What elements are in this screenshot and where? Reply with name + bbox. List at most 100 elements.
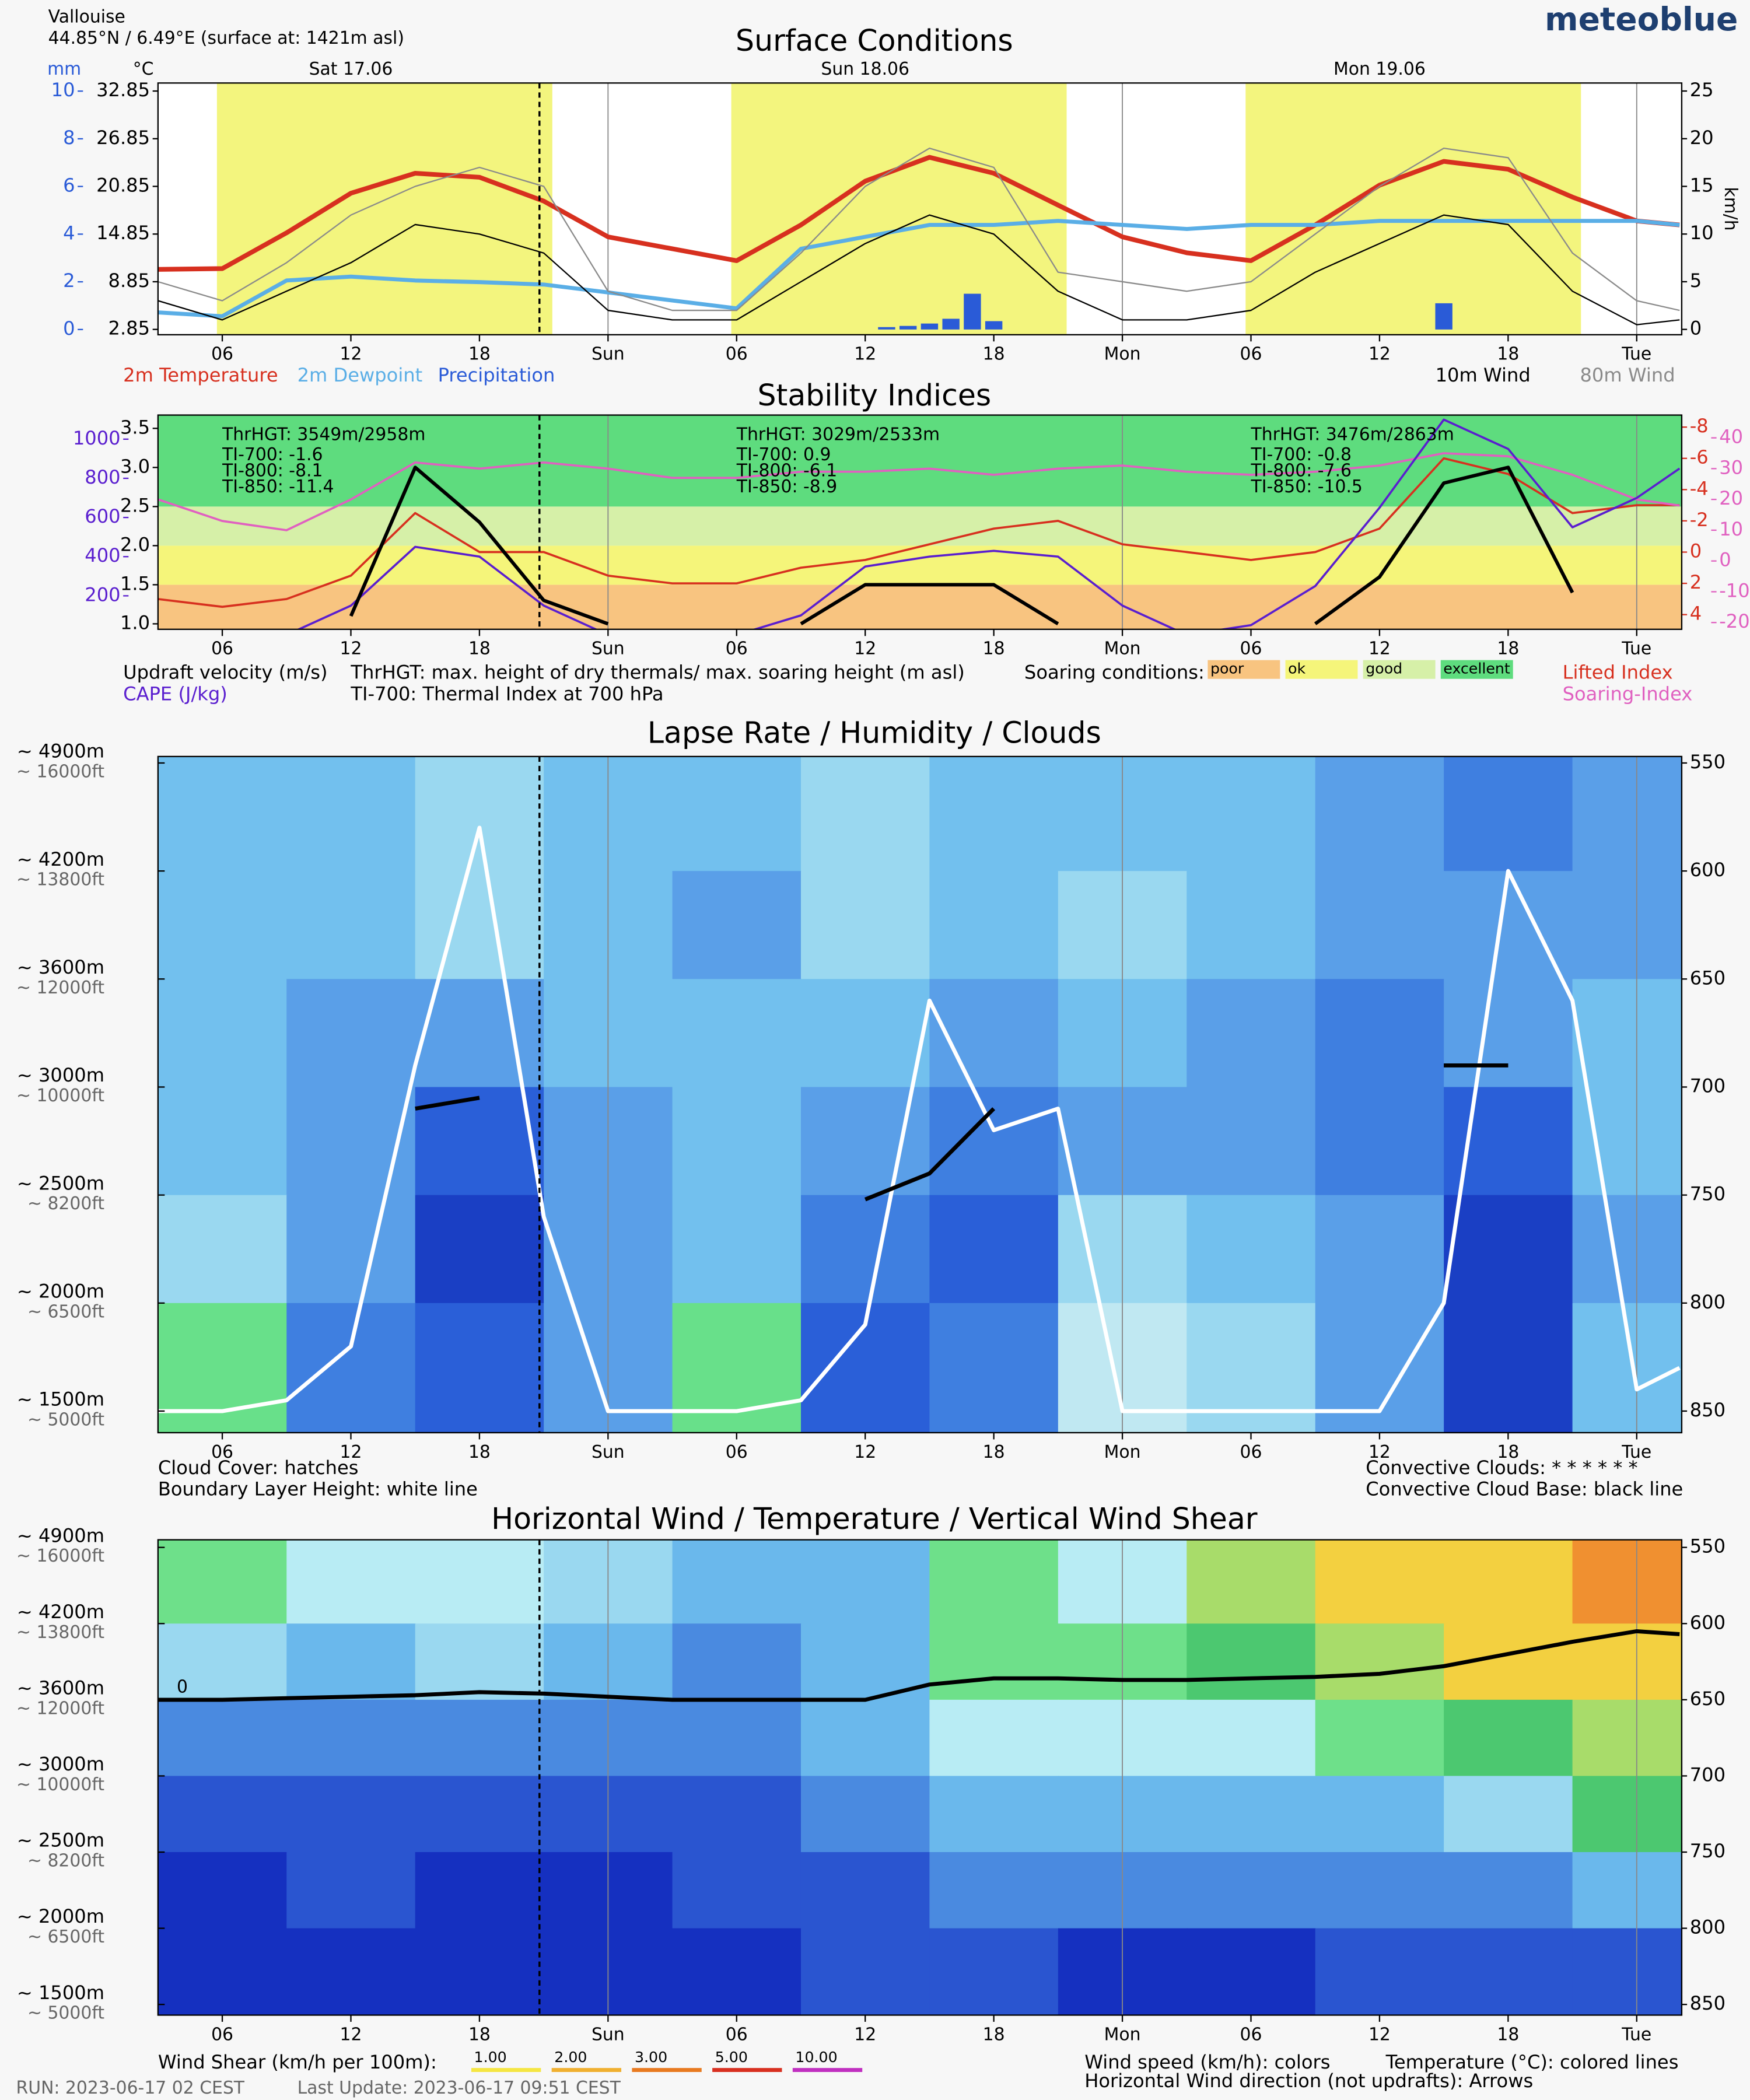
heatmap-cell: [1572, 1699, 1682, 1777]
y-tick-label: 20: [1690, 127, 1714, 149]
legend-entry: Soaring-Index: [1563, 682, 1693, 705]
y-tick-label: 0: [63, 317, 75, 340]
x-tick-label: Sun: [592, 1442, 625, 1462]
brand: meteoblue: [1545, 1, 1738, 38]
y-tick-label: 25: [1690, 79, 1714, 101]
heatmap-cell: [672, 1539, 802, 1625]
legend-entry: Precipitation: [438, 364, 555, 386]
x-tick-label: 18: [1497, 639, 1519, 659]
note: Wind speed (km/h): colors: [1084, 2051, 1330, 2073]
thermal-note: ThrHGT: 3029m/2533m: [736, 424, 940, 444]
x-tick-label: 18: [1497, 1442, 1519, 1462]
x-tick-label: Tue: [1621, 1442, 1651, 1462]
x-tick-label: 18: [468, 2024, 491, 2045]
heatmap-cell: [800, 756, 930, 872]
altitude-m-label: ~ 4200m: [17, 848, 104, 870]
heatmap-cell: [158, 1776, 288, 1853]
precipitation-bar: [985, 321, 1003, 330]
heatmap-cell: [415, 756, 545, 872]
heatmap-cell: [1444, 1539, 1573, 1625]
altitude-m-label: ~ 4200m: [17, 1601, 104, 1623]
heatmap-cell: [286, 871, 416, 980]
heatmap-cell: [1186, 1539, 1316, 1625]
heatmap-cell: [415, 871, 545, 980]
heatmap-cell: [672, 1928, 802, 2015]
heatmap-cell: [415, 1699, 545, 1777]
x-tick-label: Tue: [1621, 639, 1651, 659]
y-tick-label: 5: [1690, 270, 1702, 292]
x-tick-label: 12: [1368, 639, 1391, 659]
y-tick-label: 850: [1690, 1992, 1726, 2014]
y-tick-label: 1.0: [120, 611, 150, 634]
legend-entry: 2m Temperature: [123, 364, 278, 386]
x-tick-label: Tue: [1621, 2024, 1651, 2045]
heatmap-cell: [158, 1852, 288, 1929]
heatmap-cell: [1444, 1195, 1573, 1304]
heatmap-cell: [415, 1623, 545, 1701]
heatmap-cell: [929, 756, 1059, 872]
x-tick-label: Sun: [592, 639, 625, 659]
x-tick-label: Mon: [1104, 344, 1141, 365]
soaring-band: [158, 415, 1682, 507]
y-tick-label: -6: [1690, 446, 1709, 468]
heatmap-cell: [672, 1699, 802, 1777]
series-line: [158, 1629, 1680, 1702]
altitude-m-label: ~ 1500m: [17, 1982, 104, 2004]
heatmap-cell: [672, 1195, 802, 1304]
heatmap-cell: [1186, 871, 1316, 980]
heatmap-cell: [672, 1852, 802, 1929]
plot-area: [158, 415, 1682, 629]
shear-legend-label: 1.00: [474, 2049, 507, 2066]
x-tick-label: 12: [340, 639, 362, 659]
heatmap-cell: [1186, 1699, 1316, 1777]
heatmap-cell: [1315, 1699, 1445, 1777]
x-tick-label: 18: [468, 344, 491, 365]
heatmap-cell: [800, 1852, 930, 1929]
legend-label: poor: [1210, 660, 1244, 677]
x-tick-label: Sun: [592, 2024, 625, 2045]
heatmap-cell: [1315, 756, 1445, 872]
heatmap-cell: [929, 1776, 1059, 1853]
series-line: [349, 466, 1574, 626]
x-tick-label: 12: [340, 2024, 362, 2045]
heatmap-cell: [1444, 756, 1573, 872]
altitude-m-label: ~ 3600m: [17, 1676, 104, 1699]
heatmap-cell: [929, 871, 1059, 980]
altitude-m-label: ~ 2000m: [17, 1280, 104, 1302]
y-tick-label: 800: [1690, 1291, 1726, 1313]
precipitation-bar: [899, 326, 917, 330]
heatmap-cell: [286, 1928, 416, 2015]
legend-label: good: [1366, 660, 1402, 677]
x-tick-label: 12: [854, 344, 876, 365]
x-tick-label: 12: [854, 2024, 876, 2045]
x-tick-label: 18: [983, 639, 1005, 659]
heatmap-cell: [1315, 979, 1445, 1088]
y-tick-label: -2: [1690, 509, 1709, 531]
legend-label: excellent: [1443, 660, 1510, 677]
heatmap-cell: [1572, 1776, 1682, 1853]
y-tick-label: 8: [63, 127, 75, 149]
y-tick-label: 0: [1719, 549, 1731, 571]
note: TI-700: Thermal Index at 700 hPa: [350, 682, 663, 705]
heatmap-cell: [800, 1776, 930, 1853]
altitude-ft-label: ~ 8200ft: [27, 1851, 104, 1871]
x-tick-label: 18: [983, 2024, 1005, 2045]
heatmap-cell: [800, 1539, 930, 1625]
legend-entry: Boundary Layer Height: white line: [158, 1478, 478, 1500]
axis-label: °C: [133, 59, 154, 79]
x-tick-label: 18: [1497, 344, 1519, 365]
y-tick-label: 15: [1690, 174, 1714, 196]
thermal-note: TI-800: -7.6: [1250, 460, 1351, 481]
heatmap-cell: [1572, 979, 1682, 1088]
altitude-ft-label: ~ 6500ft: [27, 1301, 104, 1322]
shear-legend-label: 10.00: [795, 2049, 837, 2066]
heatmap-cell: [1572, 1623, 1682, 1701]
precipitation-bar: [921, 323, 939, 330]
heatmap-cell: [1572, 756, 1682, 872]
y-tick-label: 1.5: [120, 572, 150, 594]
heatmap-cell: [158, 1623, 288, 1701]
y-tick-label: 4: [63, 222, 75, 244]
altitude-m-label: ~ 3000m: [17, 1753, 104, 1775]
heatmap-cell: [929, 1303, 1059, 1433]
